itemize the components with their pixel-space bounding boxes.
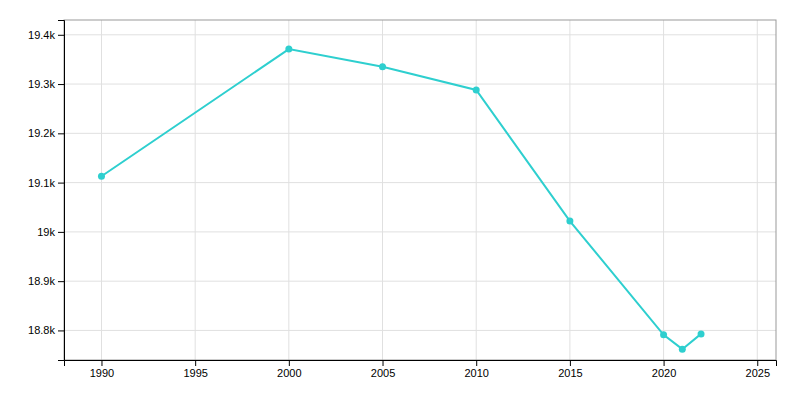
grid-line-x xyxy=(476,20,477,360)
tick-mark xyxy=(757,360,758,366)
tick: 18.8k xyxy=(28,324,64,336)
tick: 2025 xyxy=(746,360,770,379)
tick-label: 18.9k xyxy=(28,275,55,287)
tick-mark xyxy=(476,360,477,366)
tick-label: 18.8k xyxy=(28,324,55,336)
tick: 2010 xyxy=(464,360,488,379)
chart-container: 1990199520002005201020152020202518.8k18.… xyxy=(0,0,800,400)
grid-line-x xyxy=(195,20,196,360)
grid-line-y xyxy=(64,133,776,134)
tick: 18.9k xyxy=(28,275,64,287)
tick: 19.3k xyxy=(28,78,64,90)
point xyxy=(98,173,105,180)
point xyxy=(679,346,686,353)
tick-mark xyxy=(58,330,64,331)
point xyxy=(566,218,573,225)
tick-label: 2020 xyxy=(652,367,676,379)
tick-label: 2000 xyxy=(277,367,301,379)
chart-svg: 1990199520002005201020152020202518.8k18.… xyxy=(0,0,800,400)
tick-label: 2015 xyxy=(558,367,582,379)
tick-label: 19.2k xyxy=(28,127,55,139)
tick-mark xyxy=(58,281,64,282)
tick-mark xyxy=(570,360,571,366)
point xyxy=(473,86,480,93)
tick-mark xyxy=(58,84,64,85)
y-axis: 18.8k 18.9k 19k 19.1k 19.2k 19.3k 19.4k xyxy=(28,21,64,361)
tick-label: 19.4k xyxy=(28,29,55,41)
point xyxy=(698,330,705,337)
grid-line-x xyxy=(101,20,102,360)
grid-line-y xyxy=(64,182,776,183)
grid-line-y xyxy=(64,231,776,232)
marks xyxy=(98,46,705,353)
grid-line-x xyxy=(382,20,383,360)
tick: 1990 xyxy=(90,360,114,379)
tick-mark xyxy=(289,360,290,366)
tick-label: 2005 xyxy=(371,367,395,379)
plot: 1990199520002005201020152020202518.8k18.… xyxy=(28,20,776,379)
tick-label: 19.1k xyxy=(28,177,55,189)
tick: 2015 xyxy=(558,360,582,379)
tick-label: 2025 xyxy=(746,367,770,379)
point xyxy=(285,46,292,53)
tick-mark xyxy=(383,360,384,366)
grid-line-y xyxy=(64,281,776,282)
tick-mark xyxy=(58,232,64,233)
tick-mark xyxy=(664,360,665,366)
tick-mark xyxy=(101,360,102,366)
tick: 1995 xyxy=(183,360,207,379)
tick-label: 1995 xyxy=(183,367,207,379)
grid-line-y xyxy=(64,84,776,85)
grid-line-y xyxy=(64,34,776,35)
tick: 2005 xyxy=(371,360,395,379)
axis-domain xyxy=(65,361,777,367)
tick: 2000 xyxy=(277,360,301,379)
grid-line-x xyxy=(663,20,664,360)
tick: 19.4k xyxy=(28,29,64,41)
tick-label: 2010 xyxy=(464,367,488,379)
grid-line-y xyxy=(64,330,776,331)
grid xyxy=(64,20,776,360)
tick: 19.2k xyxy=(28,127,64,139)
line xyxy=(101,49,701,349)
grid-line-x xyxy=(288,20,289,360)
tick-mark xyxy=(195,360,196,366)
tick-mark xyxy=(58,133,64,134)
plot-frame xyxy=(64,20,776,360)
axis-domain xyxy=(58,21,65,361)
grid-line-x xyxy=(569,20,570,360)
tick: 2020 xyxy=(652,360,676,379)
point xyxy=(660,331,667,338)
point xyxy=(379,63,386,70)
tick-mark xyxy=(58,35,64,36)
tick-mark xyxy=(58,183,64,184)
tick-label: 19.3k xyxy=(28,78,55,90)
tick: 19k xyxy=(37,226,64,238)
tick: 19.1k xyxy=(28,177,64,189)
tick-label: 19k xyxy=(37,226,55,238)
tick-label: 1990 xyxy=(90,367,114,379)
grid-line-x xyxy=(757,20,758,360)
x-axis: 1990 1995 2000 2005 2010 2015 2020 2025 xyxy=(65,360,777,379)
